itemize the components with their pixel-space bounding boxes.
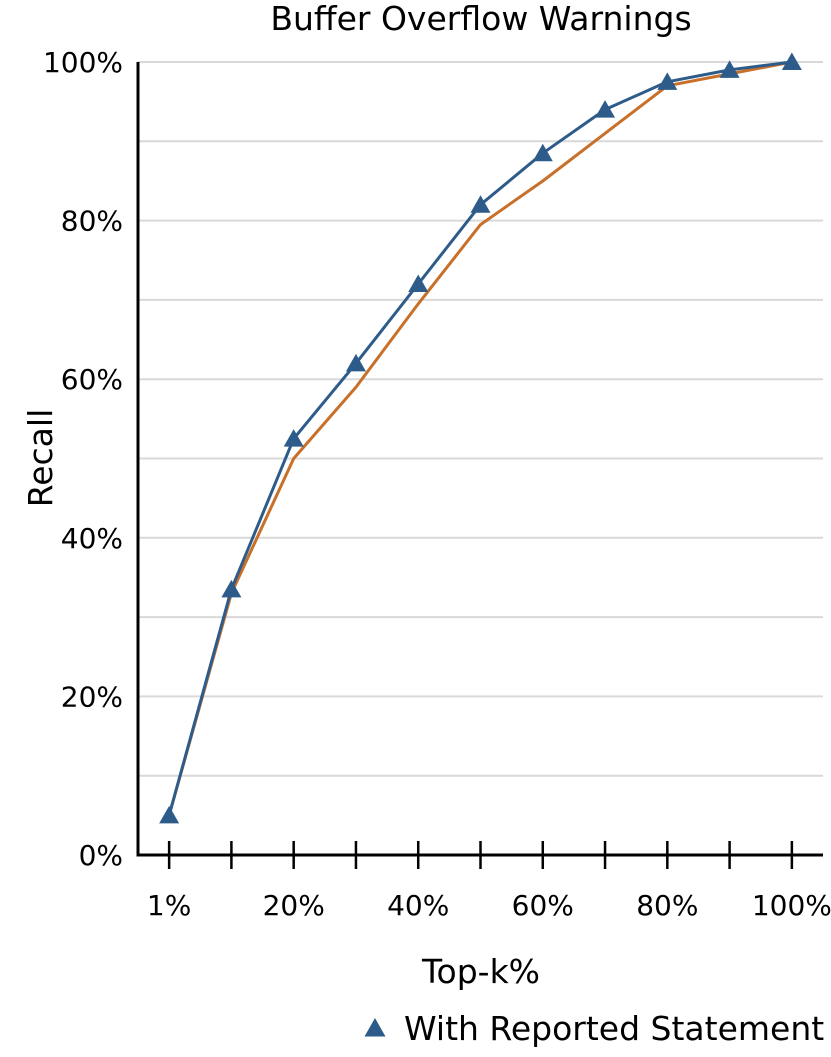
x-tick-label: 80%: [636, 889, 698, 922]
y-axis-label: Recall: [21, 409, 60, 507]
tick-labels: 1% 20% 40% 60% 80% 100% 0% 20% 40% 60% 80% 100%: [43, 46, 831, 922]
series-line-1: [167, 60, 794, 817]
x-tick-label: 20%: [263, 889, 325, 922]
marker-triangle: [159, 805, 180, 824]
marker-triangle: [532, 143, 553, 162]
legend: With Reported Statement: [364, 1009, 824, 1048]
data-series: [159, 52, 802, 824]
y-tick-label: 40%: [61, 522, 123, 555]
x-tick-label: 100%: [752, 889, 831, 922]
x-tick-label: 60%: [512, 889, 574, 922]
marker-triangle: [781, 52, 802, 70]
y-tick-label: 0%: [79, 839, 123, 872]
marker-triangle: [408, 274, 429, 293]
y-tick-label: 80%: [61, 205, 123, 238]
legend-triangle-icon: [364, 1018, 386, 1037]
series-line-with-reported-statement: [167, 60, 794, 817]
marker-triangle: [470, 195, 491, 213]
axes-and-ticks: [136, 62, 823, 869]
marker-triangle: [657, 72, 678, 90]
marker-triangle: [719, 60, 740, 78]
x-tick-label: 40%: [387, 889, 449, 922]
gridlines: [138, 61, 823, 777]
y-tick-label: 100%: [43, 46, 123, 79]
marker-triangle: [345, 353, 366, 372]
marker-triangle: [595, 100, 616, 118]
legend-entry-label: With Reported Statement: [404, 1009, 824, 1048]
x-tick-label: 1%: [147, 889, 191, 922]
chart-title: Buffer Overflow Warnings: [270, 0, 691, 38]
marker-triangle: [221, 579, 242, 598]
y-tick-label: 20%: [61, 680, 123, 713]
marker-triangle: [283, 429, 304, 447]
y-tick-label: 60%: [61, 363, 123, 396]
x-axis-label: Top-k%: [421, 952, 540, 991]
